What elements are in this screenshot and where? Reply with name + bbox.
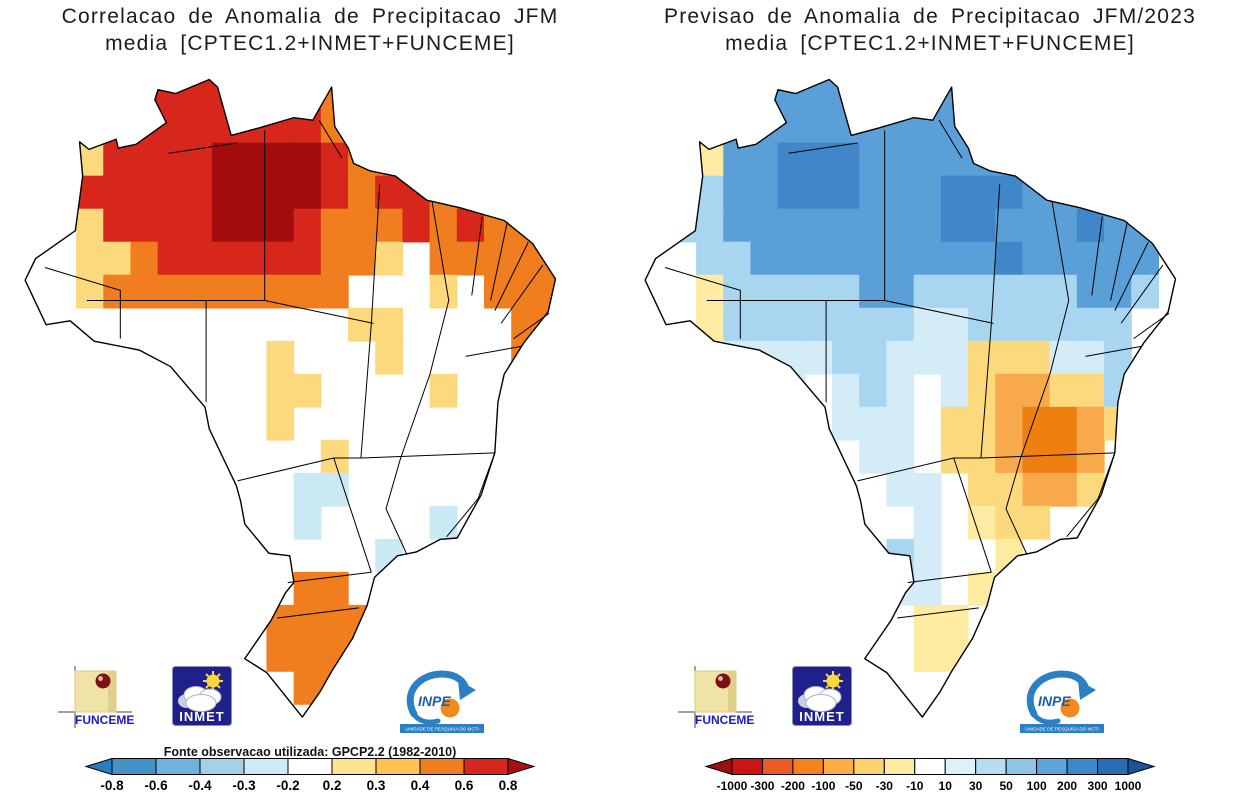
svg-text:-1000: -1000 [717, 779, 748, 793]
svg-text:-0.3: -0.3 [232, 778, 256, 793]
svg-text:50: 50 [999, 779, 1013, 793]
inmet-logo: INMET [172, 666, 232, 728]
svg-text:-0.8: -0.8 [100, 778, 124, 793]
forecast-panel-title: Previsao de Anomalia de Precipitacao JFM… [620, 3, 1240, 57]
title-line1: Correlacao de Anomalia de Precipitacao J… [61, 5, 559, 28]
svg-text:-200: -200 [781, 779, 805, 793]
title-line2: media [CPTEC1.2+INMET+FUNCEME] [105, 32, 515, 55]
svg-text:-0.4: -0.4 [188, 778, 212, 793]
svg-text:30: 30 [969, 779, 983, 793]
svg-text:200: 200 [1057, 779, 1077, 793]
svg-text:INPE: INPE [1038, 693, 1071, 709]
svg-text:INPE: INPE [418, 693, 451, 709]
svg-text:0.6: 0.6 [455, 778, 474, 793]
svg-text:FUNCEME: FUNCEME [695, 713, 754, 727]
svg-text:UNIDADE DE PESQUISA DO MCTI: UNIDADE DE PESQUISA DO MCTI [1025, 727, 1099, 732]
svg-text:-300: -300 [750, 779, 774, 793]
svg-text:INMET: INMET [799, 709, 844, 724]
inpe-logo: INPE UNIDADE DE PESQUISA DO MCTI [1018, 666, 1106, 734]
svg-text:0.3: 0.3 [367, 778, 386, 793]
svg-text:0.4: 0.4 [411, 778, 430, 793]
title-line1: Previsao de Anomalia de Precipitacao JFM… [664, 5, 1196, 28]
svg-text:-50: -50 [845, 779, 863, 793]
svg-text:-0.6: -0.6 [144, 778, 168, 793]
svg-text:1000: 1000 [1115, 779, 1142, 793]
svg-text:INMET: INMET [179, 709, 224, 724]
svg-text:100: 100 [1027, 779, 1047, 793]
funceme-logo: FUNCEME [58, 666, 136, 730]
svg-text:-0.2: -0.2 [276, 778, 299, 793]
svg-text:-30: -30 [876, 779, 894, 793]
brazil-forecast-map [638, 74, 1190, 738]
funceme-logo: FUNCEME [678, 666, 756, 730]
inmet-logo: INMET [792, 666, 852, 728]
forecast-colorbar: -1000 -300 -200 -100 -50 -30 -10 10 30 50 100 200 30… [704, 758, 1156, 793]
svg-text:300: 300 [1088, 779, 1108, 793]
forecast-panel: Previsao de Anomalia de Precipitacao JFM… [620, 0, 1240, 802]
title-line2: media [CPTEC1.2+INMET+FUNCEME] [725, 32, 1135, 55]
brazil-correlation-map [18, 74, 570, 738]
observation-source-note: Fonte observacao utilizada: GPCP2.2 (198… [163, 745, 457, 759]
svg-text:UNIDADE DE PESQUISA DO MCTI: UNIDADE DE PESQUISA DO MCTI [405, 727, 479, 732]
svg-text:0.2: 0.2 [323, 778, 342, 793]
svg-text:-10: -10 [906, 779, 924, 793]
svg-text:10: 10 [939, 779, 953, 793]
correlation-colorbar: -0.8 -0.6 -0.4 -0.3 -0.2 0.2 0.3 0.4 0.6 0.8 [84, 758, 536, 793]
inpe-logo: INPE UNIDADE DE PESQUISA DO MCTI [398, 666, 486, 734]
correlation-panel-title: Correlacao de Anomalia de Precipitacao J… [0, 3, 620, 57]
svg-text:0.8: 0.8 [499, 778, 518, 793]
correlation-panel: Correlacao de Anomalia de Precipitacao J… [0, 3, 620, 793]
svg-text:-100: -100 [811, 779, 835, 793]
svg-text:FUNCEME: FUNCEME [75, 713, 134, 727]
